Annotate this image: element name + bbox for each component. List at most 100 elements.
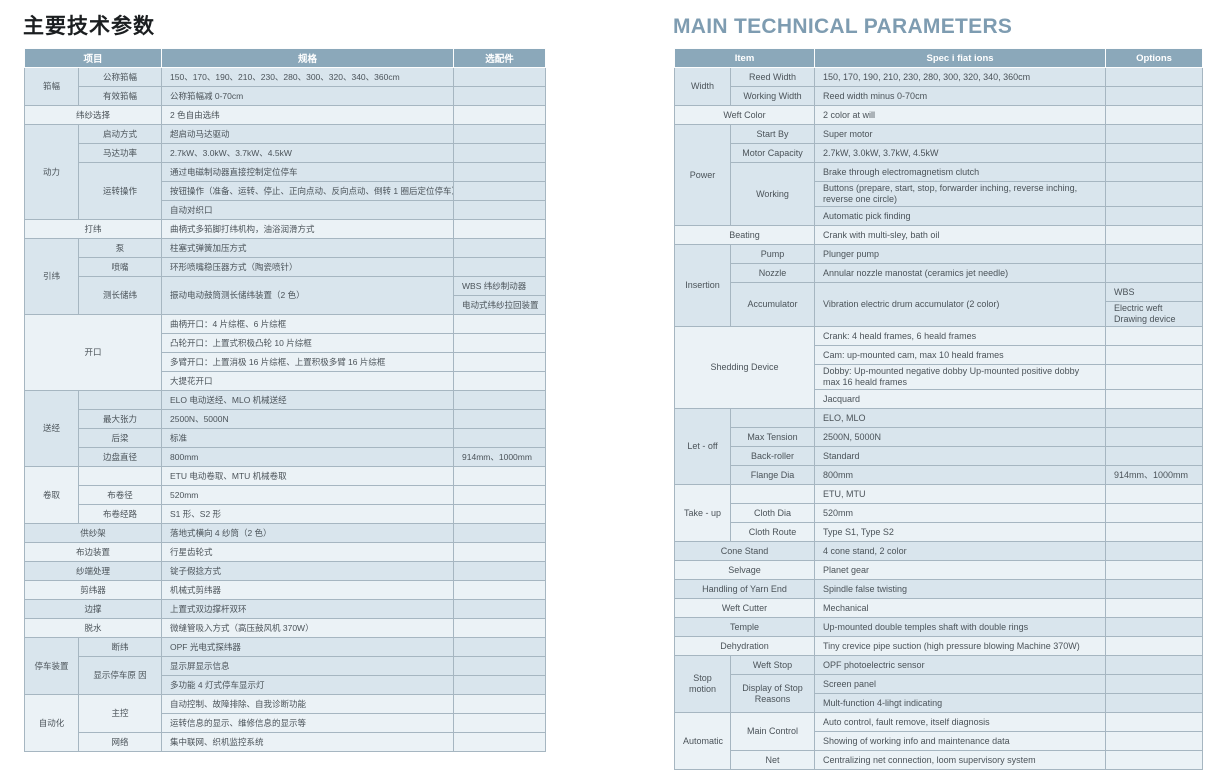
column-header: Options [1105, 48, 1204, 68]
spec-cell: Planet gear [814, 560, 1107, 580]
subitem-cell: 马达功率 [77, 143, 163, 163]
group-cell: 引纬 [24, 238, 79, 315]
spec-cell: Automatic pick finding [814, 206, 1107, 226]
options-cell [453, 580, 547, 600]
options-cell [1105, 143, 1204, 163]
column-header: Spec i fiat ions [814, 48, 1107, 68]
options-cell [1105, 181, 1204, 207]
table-row: 喷嘴 环形喷嘴稳压器方式（陶瓷喷针） [25, 257, 547, 277]
options-cell [453, 371, 547, 391]
table-row: Display of Stop Reasons Screen panel [675, 674, 1204, 713]
spec-cell: ELO, MLO [814, 408, 1107, 428]
options-cell [1105, 427, 1204, 447]
spec-cell: 柱塞式弹簧加压方式 [161, 238, 455, 258]
subitem-cell: 网络 [77, 732, 163, 752]
options-cell [1105, 345, 1204, 365]
spec-cell: 800mm [161, 447, 455, 467]
item-cell: 剪纬器 [23, 580, 163, 600]
column-header: 项目 [23, 48, 163, 68]
options-cell [453, 732, 547, 752]
subitem-cell: Display of Stop Reasons [729, 674, 816, 713]
spec-cell: Mult-function 4-lihgt indicating [814, 693, 1107, 713]
group-cell: 卷取 [24, 466, 79, 524]
spec-cell: Centralizing net connection, loom superv… [814, 750, 1107, 770]
group-cell: Width [674, 67, 731, 106]
table-row: 自动化 主控 自动控制、故障排除、自我诊断功能 [24, 694, 547, 752]
options-cell [1105, 579, 1204, 599]
table-row: Buttons (prepare, start, stop, forwarder… [675, 181, 1204, 207]
options-cell [1105, 206, 1204, 226]
options-cell [1105, 105, 1204, 125]
options-cell [453, 314, 547, 334]
spec-cell: Buttons (prepare, start, stop, forwarder… [814, 181, 1107, 207]
table-row: Let - off ELO, MLO [674, 408, 1204, 485]
item-cell: Weft Cutter [673, 598, 816, 618]
options-cell [453, 181, 547, 201]
table-row: Automatic pick finding [675, 206, 1204, 226]
options-cell: 电动式纬纱拉回装置 [453, 295, 547, 315]
header-row: Item Spec i fiat ions Options [673, 48, 1204, 68]
table-row: 动力 启动方式 超启动马达驱动 [24, 124, 547, 220]
spec-cell: 150、170、190、210、230、280、300、320、340、360c… [161, 67, 455, 87]
spec-cell: 自动控制、故障排除、自我诊断功能 [161, 694, 455, 714]
options-cell [453, 390, 547, 410]
spec-cell: 行星齿轮式 [161, 542, 455, 562]
group-cell: Let - off [674, 408, 731, 485]
options-cell [453, 485, 547, 505]
item-cell: 纬纱选择 [23, 105, 163, 125]
options-cell [1105, 162, 1204, 182]
group-cell: 停车装置 [24, 637, 79, 695]
options-cell [453, 143, 547, 163]
spec-cell: 2 色自由选纬 [161, 105, 455, 125]
table-row: Motor Capacity 2.7kW, 3.0kW, 3.7kW, 4.5kW [675, 143, 1204, 163]
spec-cell: 凸轮开口：上置式积极凸轮 10 片综框 [161, 333, 455, 353]
options-cell [1105, 522, 1204, 542]
spec-cell: ELO 电动送经、MLO 机械送经 [161, 390, 455, 410]
table-row: Flange Dia 800mm 914mm、1000mm [675, 465, 1204, 485]
subitem-cell [77, 390, 163, 410]
spec-cell: 4 cone stand, 2 color [814, 541, 1107, 561]
options-cell [453, 656, 547, 676]
table-row: 供纱架 落地式横向 4 纱筒（2 色） [23, 523, 547, 543]
spec-cell: 落地式横向 4 纱筒（2 色） [161, 523, 455, 543]
spec-cell: ETU 电动卷取、MTU 机械卷取 [161, 466, 455, 486]
item-cell: Selvage [673, 560, 816, 580]
spec-cell: Annular nozzle manostat (ceramics jet ne… [814, 263, 1107, 283]
item-cell: Beating [673, 225, 816, 245]
options-cell [453, 542, 547, 562]
table-row: 运转信息的显示、维修信息的显示等 [25, 713, 547, 733]
spec-cell: Standard [814, 446, 1107, 466]
spec-cell: 超启动马达驱动 [161, 124, 455, 144]
item-cell: 打纬 [23, 219, 163, 239]
subitem-cell: Cloth Route [729, 522, 816, 542]
table-row: Back-roller Standard [675, 446, 1204, 466]
subitem-cell: Start By [729, 124, 816, 144]
table-row: Weft Color 2 color at will [673, 105, 1204, 125]
table-row: Temple Up-mounted double temples shaft wi… [673, 617, 1204, 637]
options-cell: Electric weft Drawing device [1105, 301, 1204, 327]
table-row: 边撑 上置式双边撑杆双环 [23, 599, 547, 619]
spec-cell: S1 形、S2 形 [161, 504, 455, 524]
subitem-cell: 边盘直径 [77, 447, 163, 467]
options-cell [1105, 731, 1204, 751]
options-cell [453, 713, 547, 733]
options-cell [453, 504, 547, 524]
table-row: Dehydration Tiny crevice pipe suction (hi… [673, 636, 1204, 656]
spec-cell: 公称筘幅减 0-70cm [161, 86, 455, 106]
options-cell [1105, 244, 1204, 264]
options-cell [453, 599, 547, 619]
options-cell [1105, 446, 1204, 466]
subitem-cell: 后梁 [77, 428, 163, 448]
spec-cell: 锭子假捻方式 [161, 561, 455, 581]
table-row: Electric weft Drawing device [675, 301, 1204, 327]
table-row: 筘幅 公称筘幅 150、170、190、210、230、280、300、320、34… [24, 67, 547, 106]
table-row: Nozzle Annular nozzle manostat (ceramics … [675, 263, 1204, 283]
spec-cell: 微缝管吸入方式（高压鼓风机 370W） [161, 618, 455, 638]
spec-cell: OPF photoelectric sensor [814, 655, 1107, 675]
table-row: 纱端处理 锭子假捻方式 [23, 561, 547, 581]
table-row: 布边装置 行星齿轮式 [23, 542, 547, 562]
options-cell [1105, 225, 1204, 245]
options-cell [453, 428, 547, 448]
spec-cell: 多功能 4 灯式停车显示灯 [161, 675, 455, 695]
spec-cell: 运转信息的显示、维修信息的显示等 [161, 713, 455, 733]
